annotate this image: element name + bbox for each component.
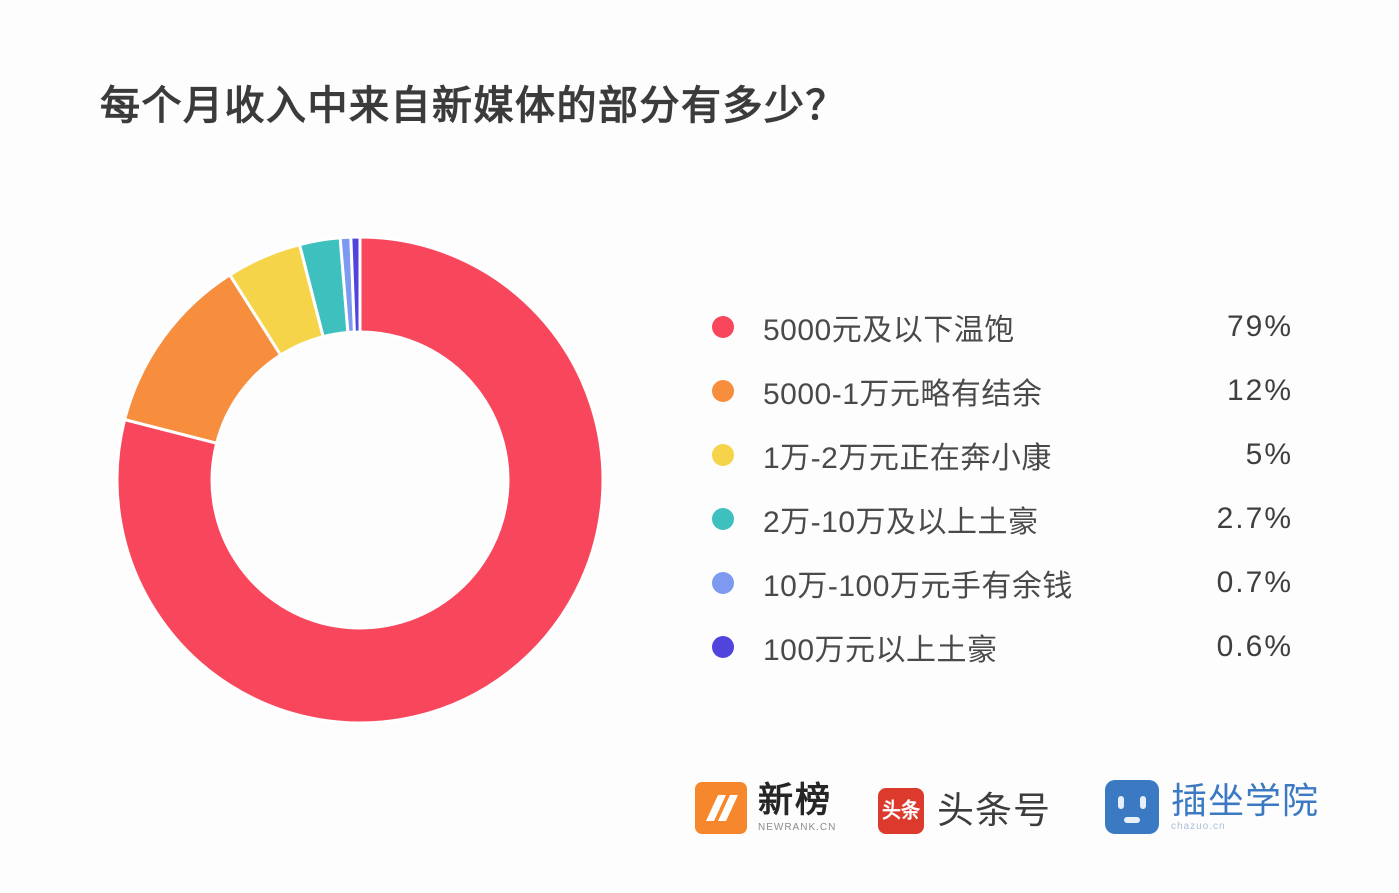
legend: 5000元及以下温饱 79% 5000-1万元略有结余 12% 1万-2万元正在奔小康 5… — [705, 295, 1293, 679]
legend-value: 0.7% — [1216, 566, 1293, 599]
legend-value: 79% — [1226, 310, 1293, 343]
chart-title: 每个月收入中来自新媒体的部分有多少？ — [100, 84, 847, 128]
legend-item-1: 5000-1万元略有结余 12% — [705, 359, 1293, 423]
newrank-n-icon — [695, 782, 747, 834]
newrank-name: 新榜 — [758, 781, 833, 821]
legend-value: 0.6% — [1216, 630, 1293, 663]
legend-item-5: 100万元以上土豪 0.6% — [705, 615, 1293, 679]
newrank-subtext: NEWRANK.CN — [758, 821, 837, 833]
toutiao-name: 头条号 — [937, 789, 1051, 831]
legend-dot-icon — [712, 444, 734, 466]
toutiao-icon: 头条 — [878, 788, 924, 834]
legend-value: 5% — [1245, 438, 1293, 471]
chazuo-subtext: chazuo.cn — [1171, 820, 1226, 832]
legend-label: 5000-1万元略有结余 — [763, 378, 1043, 411]
donut-chart — [115, 235, 605, 725]
donut-chart-svg — [115, 235, 605, 725]
donut-slice-5 — [349, 235, 362, 334]
legend-dot-icon — [712, 380, 734, 402]
legend-dot-icon — [712, 316, 734, 338]
chazuo-face-icon — [1105, 780, 1159, 834]
legend-label: 100万元以上土豪 — [763, 634, 998, 667]
legend-label: 5000元及以下温饱 — [763, 314, 1015, 347]
toutiao-icon-text: 头条 — [881, 799, 920, 823]
legend-label: 2万-10万及以上土豪 — [763, 506, 1039, 539]
newrank-n-glyph — [706, 795, 738, 821]
chazuo-name: 插坐学院 — [1171, 780, 1320, 822]
legend-item-4: 10万-100万元手有余钱 0.7% — [705, 551, 1293, 615]
legend-dot-icon — [712, 636, 734, 658]
legend-value: 12% — [1226, 374, 1293, 407]
legend-value: 2.7% — [1216, 502, 1293, 535]
donut-slice-0 — [115, 235, 605, 725]
logo-toutiao: 头条 头条号 — [878, 788, 1051, 834]
legend-item-2: 1万-2万元正在奔小康 5% — [705, 423, 1293, 487]
legend-item-0: 5000元及以下温饱 79% — [705, 295, 1293, 359]
chazuo-eye-left — [1118, 796, 1124, 809]
legend-label: 1万-2万元正在奔小康 — [763, 442, 1052, 475]
legend-dot-icon — [712, 508, 734, 530]
legend-dot-icon — [712, 572, 734, 594]
logo-newrank: 新榜 NEWRANK.CN — [695, 782, 836, 834]
legend-item-3: 2万-10万及以上土豪 2.7% — [705, 487, 1293, 551]
chazuo-mouth — [1124, 817, 1140, 823]
chazuo-eye-right — [1140, 796, 1146, 809]
footer-logos: 新榜 NEWRANK.CN 头条 头条号 插坐学院 chazuo.cn — [0, 778, 1399, 848]
legend-label: 10万-100万元手有余钱 — [763, 570, 1073, 603]
logo-chazuo: 插坐学院 chazuo.cn — [1105, 780, 1319, 834]
